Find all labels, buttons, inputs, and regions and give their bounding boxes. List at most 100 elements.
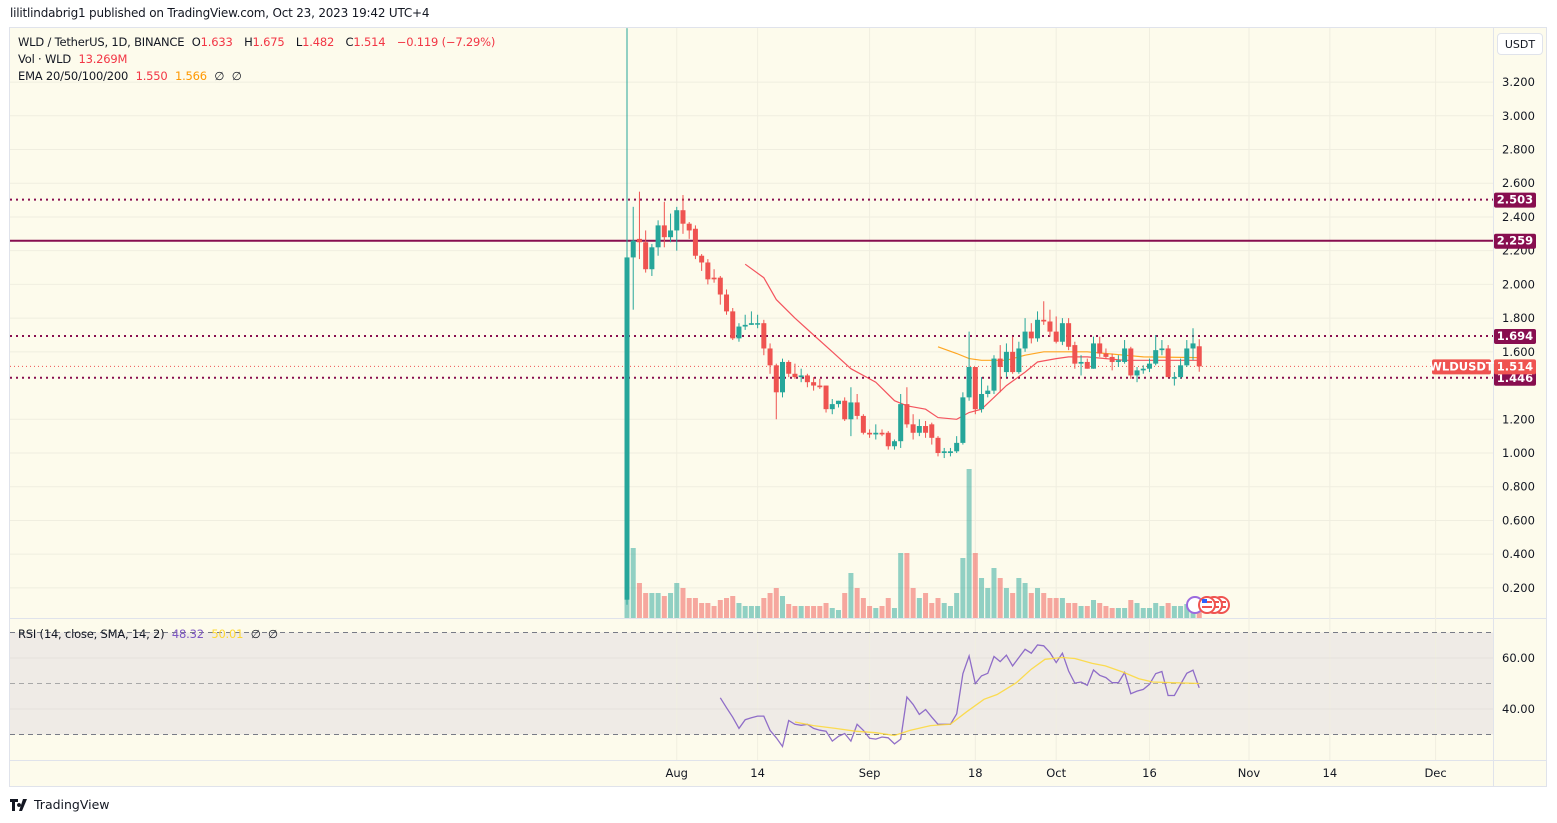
candle-body <box>966 367 972 398</box>
candle-body <box>711 277 717 280</box>
ema20-line <box>744 263 1200 420</box>
volume-bar <box>854 588 860 618</box>
candle <box>991 355 997 394</box>
candle-body <box>699 255 705 263</box>
volume-bar <box>668 593 674 618</box>
candle-body <box>1084 361 1090 369</box>
candle-body <box>1047 321 1053 332</box>
candle <box>767 343 773 374</box>
candle <box>1140 365 1146 374</box>
candle <box>947 447 953 457</box>
volume-bar <box>736 603 742 618</box>
last-price-label-bg <box>1494 359 1536 375</box>
candle-body <box>1097 343 1103 354</box>
candle <box>655 220 661 256</box>
volume-bar <box>1066 603 1072 618</box>
candle-body <box>979 393 985 410</box>
candle-body <box>636 238 642 243</box>
candle <box>829 399 835 415</box>
candle <box>1153 334 1159 366</box>
volume-bar <box>1047 598 1053 618</box>
candle-body <box>1109 356 1115 362</box>
candle-body <box>705 262 711 280</box>
candle-body <box>1072 345 1078 364</box>
x-tick-label: 16 <box>1142 766 1157 780</box>
volume-legend: Vol · WLD 13.269M <box>18 52 131 66</box>
footer-brand-text: TradingView <box>34 797 110 812</box>
volume-bar <box>960 558 966 618</box>
rsi-label[interactable]: RSI (14, close, SMA, 14, 2) <box>18 627 165 641</box>
candle-body <box>1184 348 1190 366</box>
candle-body <box>742 324 748 327</box>
change-value: −0.119 (−7.29%) <box>396 35 496 49</box>
candle <box>842 397 848 421</box>
volume-bar <box>742 606 748 618</box>
symbol-title[interactable]: WLD / TetherUS, 1D, BINANCE <box>18 35 185 49</box>
candle <box>742 314 748 330</box>
candle <box>1115 355 1121 368</box>
candle <box>923 420 929 438</box>
candle-body <box>929 424 935 438</box>
candle-body <box>997 358 1003 368</box>
candle-body <box>630 240 636 258</box>
candle <box>1047 309 1053 337</box>
currency-button[interactable]: USDT <box>1497 33 1543 55</box>
candle <box>854 393 860 420</box>
volume-bar <box>1178 606 1184 618</box>
candle-body <box>854 402 860 416</box>
volume-bar <box>1091 600 1096 618</box>
published-info: lilitlindabrig1 published on TradingView… <box>10 6 430 20</box>
candle-body <box>724 294 730 312</box>
volume-bar <box>1016 578 1022 618</box>
volume-bar <box>873 608 879 618</box>
volume-bar <box>985 588 991 618</box>
volume-bar <box>842 593 848 618</box>
candle <box>885 431 891 450</box>
volume-bar <box>1059 598 1065 618</box>
candle-body <box>947 451 953 453</box>
rsi-extra-1: ∅ <box>250 627 261 641</box>
candle <box>705 259 711 285</box>
volume-bar <box>1140 608 1146 618</box>
volume-bar <box>1146 608 1152 618</box>
candle <box>1078 355 1084 376</box>
volume-bar <box>817 606 823 618</box>
candle <box>1097 336 1103 357</box>
x-tick-label: Sep <box>859 766 881 780</box>
volume-bar <box>885 598 891 618</box>
volume-bar <box>1010 593 1016 618</box>
volume-bar <box>904 553 910 618</box>
volume-bar <box>879 606 885 618</box>
high-label: H <box>244 35 253 49</box>
volume-bar <box>966 469 972 618</box>
volume-bar <box>761 598 767 618</box>
x-tick-label: Oct <box>1046 766 1066 780</box>
candle-body <box>1153 350 1159 364</box>
candle-body <box>916 426 922 433</box>
x-tick-label: 14 <box>750 766 765 780</box>
candle-body <box>717 277 723 295</box>
volume-bar <box>692 598 698 618</box>
volume-bar <box>935 598 941 618</box>
volume-bar <box>730 596 736 618</box>
candle-body <box>848 402 854 420</box>
footer-brand[interactable]: TradingView <box>10 797 110 812</box>
candle-body <box>1003 351 1009 373</box>
volume-bar <box>860 598 866 618</box>
candle <box>1159 340 1165 356</box>
volume-bar <box>1035 588 1041 618</box>
volume-bar <box>1103 606 1109 618</box>
flag-canton <box>1202 599 1207 603</box>
candle <box>668 213 674 243</box>
rsi-tick-label: 40.00 <box>1502 702 1535 716</box>
candle-body <box>985 390 991 394</box>
volume-label[interactable]: Vol · WLD <box>18 52 72 66</box>
ema-label[interactable]: EMA 20/50/100/200 <box>18 69 129 83</box>
candle-body <box>674 210 680 231</box>
candle <box>997 345 1003 393</box>
candle-body <box>835 400 841 405</box>
candle-body <box>829 404 835 410</box>
x-tick-label: Dec <box>1424 766 1446 780</box>
level-price-label-bg <box>1494 192 1536 208</box>
